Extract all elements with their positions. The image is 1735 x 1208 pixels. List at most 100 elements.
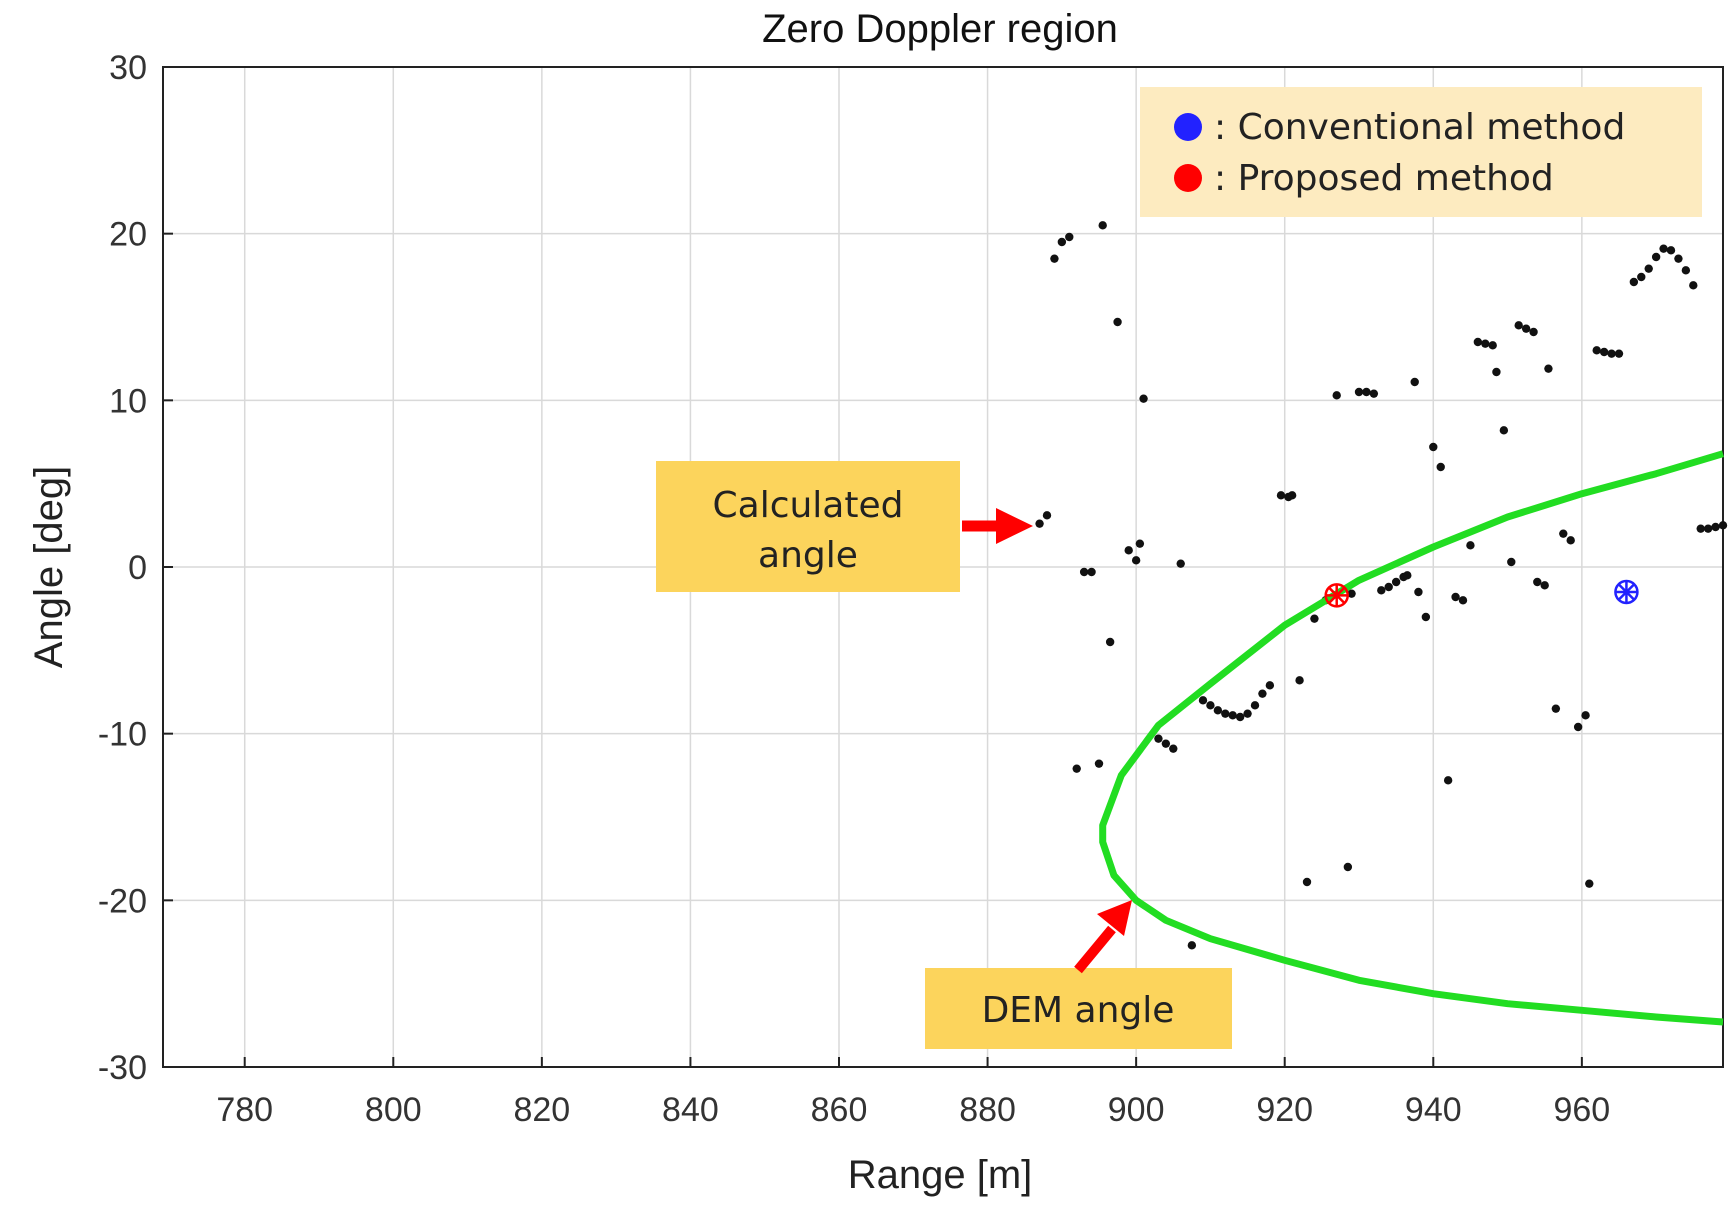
data-point	[1139, 394, 1148, 403]
data-point	[1235, 712, 1245, 722]
annotation-dem-angle: DEM angle	[925, 900, 1232, 1049]
data-point	[1302, 877, 1312, 887]
y-tick-label: -30	[98, 1049, 147, 1087]
data-point	[1443, 776, 1453, 785]
data-point	[1533, 577, 1542, 587]
data-point	[1369, 389, 1379, 398]
data-point	[1258, 689, 1267, 698]
x-tick-label: 840	[662, 1091, 719, 1129]
legend-box	[1140, 87, 1702, 217]
x-tick-label: 960	[1553, 1091, 1610, 1129]
data-point	[1514, 321, 1523, 330]
data-point	[1718, 521, 1728, 530]
proposed-method-marker	[1324, 583, 1349, 608]
data-point	[1377, 586, 1386, 595]
data-point	[1696, 524, 1705, 533]
data-point	[1276, 491, 1286, 500]
data-point	[1544, 364, 1553, 373]
data-point	[1354, 387, 1364, 397]
data-point	[1176, 559, 1185, 568]
data-point	[1674, 254, 1683, 263]
data-point	[1035, 519, 1044, 528]
data-series	[1035, 221, 1728, 1026]
y-tick-label: 30	[109, 49, 147, 87]
data-point	[1529, 327, 1538, 337]
annotation-calculated-angle-box	[656, 461, 960, 592]
data-point	[1287, 491, 1297, 500]
legend-proposed-marker	[1174, 164, 1202, 192]
data-point	[1079, 567, 1089, 577]
data-point	[1094, 759, 1104, 768]
legend-proposed-label: : Proposed method	[1214, 158, 1554, 199]
data-point	[1384, 582, 1393, 592]
data-point	[1481, 339, 1490, 348]
x-tick-label: 940	[1405, 1091, 1462, 1129]
data-point	[1592, 346, 1601, 355]
data-point	[1169, 744, 1178, 753]
data-point	[1629, 277, 1639, 287]
data-point	[1243, 709, 1252, 718]
data-point	[1362, 387, 1371, 397]
data-point	[1637, 272, 1646, 282]
conventional-method-marker	[1614, 579, 1639, 605]
data-point	[1042, 511, 1052, 520]
data-point	[1473, 337, 1483, 347]
data-point	[1347, 589, 1356, 598]
legend: : Conventional method : Proposed method	[1140, 87, 1702, 217]
data-point	[1599, 347, 1609, 357]
annotation-calculated-angle-line2: angle	[758, 535, 858, 576]
data-point	[1154, 734, 1163, 743]
annotation-dem-angle-arrow	[1074, 900, 1132, 974]
x-tick-label: 860	[811, 1091, 868, 1129]
data-point	[1689, 281, 1698, 290]
axis-ticks: 780 800 820 840 860 880 900 920 940 960 30 20 10 0 -10…	[98, 49, 1610, 1129]
data-point	[1250, 701, 1260, 710]
y-tick-label: 10	[109, 382, 147, 420]
data-point	[1343, 862, 1353, 872]
data-point	[1566, 536, 1575, 545]
dem-angle-line	[1099, 450, 1725, 1026]
annotation-dem-angle-box	[925, 968, 1232, 1049]
y-tick-label: 20	[109, 216, 147, 254]
data-point	[1228, 711, 1237, 720]
data-point	[1065, 232, 1074, 242]
data-point	[1451, 592, 1460, 602]
x-tick-label: 780	[216, 1091, 273, 1129]
data-point	[1466, 541, 1475, 550]
data-point	[1105, 637, 1115, 647]
annotation-calculated-angle-line1: Calculated	[713, 485, 904, 526]
data-point	[1187, 941, 1197, 950]
data-point	[1198, 696, 1208, 705]
data-point	[1391, 577, 1401, 587]
x-tick-label: 800	[365, 1091, 422, 1129]
chart-title: Zero Doppler region	[762, 7, 1118, 51]
data-point	[1113, 317, 1122, 327]
data-point	[1050, 254, 1059, 263]
data-point	[1332, 391, 1341, 400]
data-point	[1421, 612, 1431, 622]
data-point	[1488, 341, 1497, 350]
data-point	[1161, 739, 1171, 748]
calculated-angle-points	[1035, 221, 1728, 950]
data-point	[1295, 676, 1304, 685]
data-point	[1551, 704, 1561, 713]
data-point	[1124, 546, 1133, 555]
annotation-dem-angle-label: DEM angle	[982, 990, 1175, 1031]
legend-conventional-marker	[1174, 113, 1202, 141]
data-point	[1644, 264, 1653, 273]
data-point	[1521, 324, 1531, 333]
data-point	[1429, 442, 1438, 452]
x-tick-label: 880	[959, 1091, 1016, 1129]
data-point	[1087, 567, 1096, 577]
data-point	[1410, 377, 1419, 387]
y-tick-label: -20	[98, 882, 147, 920]
data-point	[1098, 221, 1107, 230]
data-point	[1607, 349, 1616, 358]
data-point	[1436, 462, 1445, 472]
x-tick-label: 900	[1108, 1091, 1165, 1129]
data-point	[1265, 681, 1275, 690]
data-point	[1458, 596, 1468, 605]
data-point	[1213, 706, 1223, 715]
data-point	[1499, 426, 1509, 435]
